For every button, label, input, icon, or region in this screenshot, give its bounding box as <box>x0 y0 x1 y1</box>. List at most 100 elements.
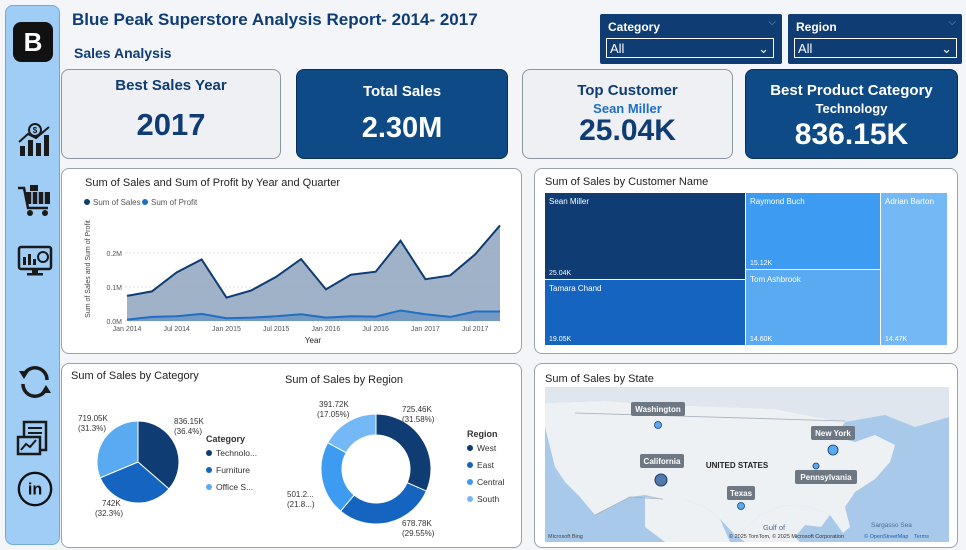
customer-treemap-panel: Sum of Sales by Customer Name Sean Mille… <box>534 168 958 354</box>
map-label: California <box>644 457 681 466</box>
brand-logo: B <box>13 22 53 62</box>
state-map-panel: Sum of Sales by State Washington New Yor… <box>534 363 958 548</box>
donut-data-label: 501.2... <box>287 490 314 499</box>
treemap-value: 25.04K <box>549 270 572 277</box>
map-bubble-california <box>654 473 668 487</box>
x-tick-label: Jul 2014 <box>163 326 190 333</box>
legend-marker-sales <box>84 199 90 205</box>
category-slicer[interactable]: Category ⌵ All ⌄ <box>600 14 782 64</box>
chevron-down-icon[interactable]: ⌵ <box>768 17 776 28</box>
region-slicer[interactable]: Region ⌵ All ⌄ <box>788 14 962 64</box>
page-title: Blue Peak Superstore Analysis Report- 20… <box>72 10 478 29</box>
map-label: Texas <box>730 489 753 498</box>
y-axis-label: Sum of Sales and Sum of Profit <box>85 220 92 318</box>
x-tick-label: Jul 2015 <box>263 326 290 333</box>
kpi-subtitle: Sean Miller <box>593 101 662 116</box>
map-attribution-osm: © OpenStreetMap <box>864 533 908 540</box>
legend-label: East <box>477 460 495 470</box>
chart-title: Sum of Sales by Customer Name <box>545 176 709 188</box>
legend-label: West <box>477 443 497 453</box>
map-bubble-texas <box>737 502 745 510</box>
map-label: Gulf of <box>763 523 786 532</box>
slice-east <box>339 482 428 525</box>
pie-data-pct: (31.3%) <box>78 424 106 433</box>
legend-marker <box>206 467 212 473</box>
y-tick-label: 0.2M <box>106 251 122 258</box>
chevron-down-icon[interactable]: ⌄ <box>941 41 952 56</box>
sales-profit-chart-panel: Sum of Sales and Sum of Profit by Year a… <box>61 168 522 354</box>
donut-data-pct: (21.8...) <box>287 500 315 509</box>
dashboard-monitor-icon[interactable] <box>16 242 54 280</box>
treemap-tile-tamara-chand <box>545 280 745 345</box>
legend-label: South <box>477 494 499 504</box>
chevron-down-icon[interactable]: ⌄ <box>758 41 769 56</box>
slice-central <box>320 441 355 512</box>
linkedin-icon[interactable]: in <box>16 470 54 508</box>
y-tick-label: 0.1M <box>106 285 122 292</box>
map-label: Sargasso Sea <box>871 522 912 529</box>
legend-label-sales: Sum of Sales <box>93 198 141 207</box>
map-attribution: © 2025 TomTom, © 2025 Microsoft Corporat… <box>729 533 844 540</box>
map-attribution-bing: Microsoft Bing <box>548 534 583 540</box>
x-tick-label: Jan 2017 <box>411 326 440 333</box>
kpi-top-customer: Top Customer Sean Miller 25.04K <box>522 69 733 159</box>
report-icon[interactable] <box>16 419 54 457</box>
treemap-name: Tamara Chand <box>549 284 601 293</box>
x-tick-label: Jan 2016 <box>312 326 341 333</box>
chart-title: Sum of Sales by Region <box>285 374 403 386</box>
legend-marker <box>206 450 212 456</box>
treemap-name: Raymond Buch <box>750 197 805 206</box>
slice-south <box>327 413 377 454</box>
legend-marker <box>206 484 212 490</box>
map-label: New York <box>815 429 851 438</box>
map-bubble-pennsylvania <box>812 462 820 470</box>
x-tick-label: Jan 2015 <box>212 326 241 333</box>
treemap-tile-adrian-barton <box>881 193 947 345</box>
pie-data-label: 836.15K <box>174 417 204 426</box>
state-map[interactable]: Washington New York California UNITED ST… <box>545 387 949 542</box>
slice-furniture <box>99 461 170 504</box>
page-subtitle: Sales Analysis <box>74 45 172 61</box>
legend-label: Furniture <box>216 465 250 475</box>
treemap-value: 15.12K <box>750 260 773 267</box>
category-region-charts[interactable]: Sum of Sales by Category Sum of Sales by… <box>62 364 521 547</box>
series-line-profit <box>126 309 500 321</box>
treemap-value: 19.05K <box>549 336 572 343</box>
chevron-down-icon[interactable]: ⌵ <box>948 17 956 28</box>
area-sales <box>127 225 500 321</box>
treemap-name: Adrian Barton <box>885 197 934 206</box>
chart-title: Sum of Sales by Category <box>71 370 199 382</box>
y-tick-label: 0.0M <box>106 319 122 326</box>
legend-label-profit: Sum of Profit <box>151 198 198 207</box>
sales-profit-area-chart[interactable]: Sum of Sales and Sum of Profit by Year a… <box>62 169 521 353</box>
x-tick-label: Jul 2016 <box>362 326 389 333</box>
kpi-title: Best Product Category <box>770 82 933 99</box>
donut-data-pct: (17.05%) <box>317 410 350 419</box>
cart-icon[interactable] <box>16 182 54 220</box>
category-dropdown[interactable]: All ⌄ <box>606 38 774 58</box>
region-dropdown[interactable]: All ⌄ <box>794 38 957 58</box>
legend-label: Office S... <box>216 482 253 492</box>
slice-west <box>375 413 432 492</box>
legend-marker <box>467 496 473 502</box>
sales-growth-icon[interactable]: $ <box>16 122 54 160</box>
treemap-value: 14.60K <box>750 336 773 343</box>
refresh-icon[interactable] <box>16 363 54 401</box>
map-terms-link: Terms <box>914 534 929 540</box>
legend-marker <box>467 445 473 451</box>
slice-technolo <box>137 420 180 490</box>
map-label: UNITED STATES <box>706 461 769 470</box>
region-dropdown-value: All <box>798 41 813 56</box>
treemap-tile-tom-ashbrook <box>746 270 880 345</box>
kpi-value: 2017 <box>136 107 206 142</box>
category-slicer-label: Category <box>608 20 661 34</box>
category-region-panel: Sum of Sales by Category Sum of Sales by… <box>61 363 522 548</box>
customer-treemap[interactable]: Sean Miller 25.04K Tamara Chand 19.05K R… <box>535 169 959 355</box>
legend-label: Central <box>477 477 505 487</box>
kpi-title: Best Sales Year <box>115 77 227 94</box>
chart-title: Sum of Sales by State <box>545 373 654 385</box>
chart-title: Sum of Sales and Sum of Profit by Year a… <box>85 177 340 189</box>
map-label: Pennsylvania <box>800 473 852 482</box>
pie-data-pct: (36.4%) <box>174 427 202 436</box>
